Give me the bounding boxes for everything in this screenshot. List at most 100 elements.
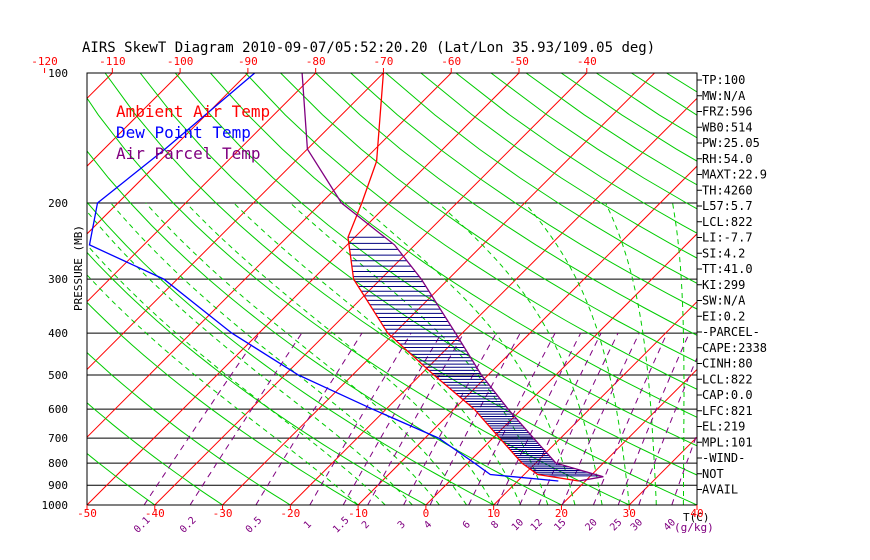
- mixing-ratio-tick-label: 10: [510, 517, 526, 533]
- mixing-ratio-line: [309, 332, 412, 505]
- moist-adiabat-line: [110, 202, 440, 505]
- mixing-ratio-line: [367, 332, 465, 505]
- top-temp-tick-label: -90: [238, 55, 258, 68]
- index-label: SW:N/A: [702, 294, 746, 308]
- index-label: LCL:822: [702, 372, 753, 386]
- bottom-temp-tick-labels: -50 -40 -30 -20 -10 0 10 20 30 40: [77, 505, 704, 520]
- legend-dew-point-temp: Dew Point Temp: [116, 123, 251, 142]
- dry-adiabat-line: [280, 73, 697, 363]
- index-label: LFC:821: [702, 404, 753, 418]
- top-temp-tick-label: -40: [577, 55, 597, 68]
- chart-title: AIRS SkewT Diagram 2010-09-07/05:52:20.2…: [82, 40, 655, 56]
- bottom-temp-tick-label: 40: [690, 507, 703, 520]
- grid-layer: [0, 73, 870, 505]
- bottom-temp-tick-label: 0: [423, 507, 430, 520]
- y-axis-label: PRESSURE (MB): [72, 225, 85, 311]
- bottom-temp-tick-label: -40: [145, 507, 165, 520]
- index-label: SI:4.2: [702, 246, 745, 260]
- dry-adiabat-line: [174, 73, 697, 447]
- isotherm-line: [154, 73, 588, 505]
- mixing-ratio-tick-label: 8: [489, 519, 501, 531]
- mixing-ratio-line: [617, 332, 690, 505]
- isotherm-line: [765, 73, 870, 505]
- moist-adiabat-line: [87, 274, 359, 505]
- moist-adiabat-line: [289, 202, 549, 505]
- top-temp-tick-label: -100: [167, 55, 194, 68]
- dew-point-temp-line: [88, 73, 559, 482]
- cape-hatch-area: [347, 236, 601, 477]
- index-label: L57:5.7: [702, 199, 753, 213]
- moist-adiabat-line: [524, 202, 630, 505]
- mixing-ratio-tick-label: 6: [461, 519, 473, 531]
- dry-adiabat-line: [87, 150, 563, 505]
- pressure-tick-label: 700: [48, 432, 68, 445]
- moist-adiabat-line: [233, 202, 522, 505]
- isotherm-line: [289, 97, 697, 505]
- mixing-ratio-tick-label: 0.2: [178, 515, 199, 536]
- moist-adiabat-line: [87, 244, 386, 505]
- mixing-ratio-tick-label: 2: [360, 519, 372, 531]
- moist-adiabat-line: [357, 202, 576, 505]
- isotherm-line: [0, 73, 45, 505]
- bottom-temp-tick-label: 10: [487, 507, 500, 520]
- pressure-tick-labels: 100 200 300 400 500 600 700 800 900 1000: [42, 67, 69, 512]
- top-temp-tick-label: -80: [306, 55, 326, 68]
- pressure-tick-label: 100: [48, 67, 68, 80]
- bottom-temp-tick-label: -30: [213, 507, 233, 520]
- pressure-tick-label: 1000: [42, 499, 69, 512]
- mixing-ratio-line: [342, 332, 442, 505]
- pressure-tick-label: 900: [48, 479, 68, 492]
- isotherm-line: [87, 73, 384, 371]
- isotherm-line: [493, 300, 697, 505]
- mixing-ratio-line: [403, 332, 497, 505]
- index-label: PW:25.05: [702, 136, 760, 150]
- index-label: EL:219: [702, 420, 745, 434]
- dry-adiabat-line: [210, 73, 697, 418]
- index-label: NOT: [702, 467, 724, 481]
- index-label: CAPE:2338: [702, 341, 767, 355]
- index-label: -PARCEL-: [702, 325, 760, 339]
- mixing-ratio-line: [519, 332, 602, 505]
- mixing-ratio-tick-label: 0.5: [244, 515, 265, 536]
- index-label: KI:299: [702, 278, 745, 292]
- pressure-tick-label: 400: [48, 327, 68, 340]
- dry-adiabat-line: [420, 73, 697, 259]
- dry-adiabat-line: [87, 452, 156, 505]
- isotherm-line: [425, 233, 697, 505]
- mixing-ratio-tick-label: 12: [529, 517, 545, 533]
- isotherm-line: [87, 73, 181, 167]
- dry-adiabat-line: [455, 73, 697, 234]
- dry-adiabat-line: [245, 73, 697, 390]
- pressure-tick-label: 800: [48, 457, 68, 470]
- dry-adiabat-line: [87, 402, 224, 505]
- top-temp-tick-label: -120: [31, 55, 58, 68]
- isotherm-line: [561, 368, 697, 505]
- index-label: TT:41.0: [702, 262, 753, 276]
- isotherm-line: [222, 73, 655, 505]
- bottom-temp-tick-label: 30: [623, 507, 636, 520]
- mixing-ratio-line: [592, 332, 668, 505]
- index-label: WB0:514: [702, 120, 753, 134]
- top-temp-tick-label: -50: [509, 55, 529, 68]
- index-label: TP:100: [702, 73, 745, 87]
- mixing-ratio-unit-label: (g/kg): [674, 521, 714, 534]
- bottom-temp-tick-label: -10: [348, 507, 368, 520]
- mixing-ratio-tick-label: 20: [584, 517, 600, 533]
- legend: Ambient Air Temp Dew Point Temp Air Parc…: [116, 102, 270, 163]
- moist-adiabat-line: [605, 202, 657, 505]
- mixing-ratio-tick-label: 1: [302, 519, 314, 531]
- moist-adiabat-line: [145, 202, 468, 505]
- isotherm-line: [87, 73, 452, 438]
- dry-adiabat-line: [87, 351, 292, 505]
- top-temp-tick-labels: -120 -110 -100 -90 -80 -70 -60 -50 -40: [31, 55, 597, 73]
- mixing-ratio-line: [638, 356, 697, 505]
- mixing-ratio-line: [255, 332, 363, 505]
- legend-air-parcel-temp: Air Parcel Temp: [116, 144, 261, 163]
- top-temp-tick-label: -70: [374, 55, 394, 68]
- index-label: AVAIL: [702, 483, 738, 497]
- legend-ambient-air-temp: Ambient Air Temp: [116, 102, 270, 121]
- ambient-air-temp-line: [347, 73, 579, 482]
- mixing-ratio-tick-label: 4: [422, 519, 434, 531]
